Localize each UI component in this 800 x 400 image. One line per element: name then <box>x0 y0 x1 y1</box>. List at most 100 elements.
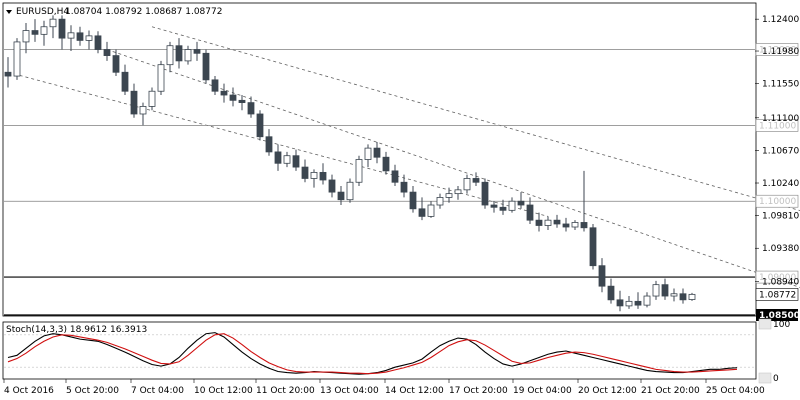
price-tick-label: 1.09380 <box>762 244 799 254</box>
candle-bull <box>22 30 30 43</box>
candle-bear <box>418 208 426 217</box>
candle-bear <box>4 71 12 77</box>
candle-bull <box>355 159 363 183</box>
price-axis: 1.12400 1.11980 1.11550 1.11100 1.10670 1.102… <box>755 15 799 288</box>
current-price-box <box>755 288 799 301</box>
candle-bear <box>391 170 399 183</box>
candle-bull <box>85 35 93 41</box>
candle-bear <box>598 265 606 287</box>
time-tick-label: 25 Oct 04:00 <box>706 386 765 396</box>
candle-bull <box>454 189 462 195</box>
time-tick-label: 7 Oct 04:00 <box>131 386 184 396</box>
candle-bear <box>274 151 282 164</box>
symbol-title: EURUSD,H4 <box>16 7 69 17</box>
level-label-box <box>755 270 799 284</box>
stoch-axis-label: 100 <box>773 320 790 330</box>
candle-bear <box>337 191 345 201</box>
stoch-axis-label: 0 <box>773 374 779 384</box>
candle-bull <box>364 147 372 160</box>
level-label-box <box>755 43 799 56</box>
stochastic-series: 100 0 <box>4 318 790 384</box>
price-tick-label: 1.08940 <box>762 278 799 288</box>
candle-bear <box>265 136 273 153</box>
candle-bear <box>301 166 309 179</box>
candle-bear <box>256 113 264 138</box>
price-tick-label: 1.10670 <box>762 146 799 156</box>
candle-bear <box>94 35 102 50</box>
dropdown-triangle-icon[interactable] <box>6 10 12 14</box>
candle-bear <box>103 49 111 56</box>
time-tick-label: 21 Oct 20:00 <box>641 386 700 396</box>
candle-bull <box>670 293 678 297</box>
level-label-box <box>755 119 799 132</box>
level-label: 1.10000 <box>759 197 796 207</box>
candle-bull <box>157 64 165 92</box>
level-label: 1.09000 <box>759 273 796 283</box>
channel-line <box>106 49 800 288</box>
candle-bull <box>148 90 156 107</box>
candle-bear <box>553 219 561 225</box>
ohlc-values: 1.08704 1.08792 1.08687 1.08772 <box>65 7 222 17</box>
candle-bear <box>193 49 201 54</box>
candle-bear <box>562 223 570 228</box>
candle-bull <box>652 284 660 297</box>
candle-bear <box>634 300 642 306</box>
main-pane-frame <box>2 2 757 317</box>
candle-bull <box>463 178 471 191</box>
time-tick-label: 4 Oct 2016 <box>4 386 54 396</box>
candle-bull <box>625 300 633 307</box>
candle-bull <box>544 219 552 226</box>
candle-bear <box>526 204 534 221</box>
time-tick-label: 5 Oct 20:00 <box>66 386 119 396</box>
candle-bear <box>661 284 669 297</box>
candle-bull <box>508 200 516 211</box>
time-tick-label: 17 Oct 20:00 <box>449 386 508 396</box>
candle-bull <box>67 32 75 39</box>
candle-bear <box>589 227 597 267</box>
price-tick-label: 1.11550 <box>762 80 799 90</box>
stoch-axis-box <box>758 372 772 384</box>
candle-bear <box>535 219 543 226</box>
candle-bull <box>49 18 57 28</box>
stoch-title: Stoch(14,3,3) 18.9612 16.3913 <box>6 325 147 335</box>
candle-bear <box>112 55 120 73</box>
candle-bear <box>607 285 615 301</box>
candle-bull <box>427 204 435 217</box>
time-tick-label: 19 Oct 04:00 <box>513 386 572 396</box>
candle-bear <box>481 181 489 206</box>
channel-line <box>151 26 800 211</box>
time-tick-label: 13 Oct 04:00 <box>320 386 379 396</box>
candle-bull <box>283 155 291 164</box>
candle-bear <box>679 293 687 301</box>
candle-bear <box>76 32 84 41</box>
candle-bear <box>238 99 246 104</box>
time-tick-label: 10 Oct 12:00 <box>194 386 253 396</box>
price-tick-label: 1.12400 <box>762 15 799 25</box>
trend-channel <box>7 26 800 288</box>
candle-bull <box>571 222 579 228</box>
candle-bear <box>211 79 219 92</box>
candle-bear <box>292 155 300 168</box>
candle-bear <box>616 299 624 307</box>
candle-bull <box>346 181 354 201</box>
price-tick-label: 1.11100 <box>762 114 799 124</box>
time-tick-label: 11 Oct 20:00 <box>256 386 315 396</box>
candle-bear <box>121 71 129 92</box>
price-tick-label: 1.09810 <box>762 212 799 222</box>
stoch-signal-line <box>7 333 738 375</box>
level-label: 1.12000 <box>759 46 796 56</box>
current-price-label: 1.08772 <box>759 290 796 300</box>
candle-bear <box>31 30 39 35</box>
candle-bear <box>130 90 138 115</box>
price-tick-label: 1.10240 <box>762 179 799 189</box>
price-tick-label: 1.11980 <box>762 47 799 57</box>
candle-bear <box>409 191 417 210</box>
time-axis: 4 Oct 2016 5 Oct 20:00 7 Oct 04:00 10 Oct 1… <box>3 379 765 396</box>
candle-bull <box>166 45 174 66</box>
level-label-box <box>756 309 798 321</box>
level-lines: 1.12000 1.11000 1.10000 1.09000 1.08500 1.087… <box>4 43 800 321</box>
candle-bear <box>400 181 408 193</box>
candle-bear <box>490 204 498 208</box>
candle-bear <box>328 179 336 193</box>
